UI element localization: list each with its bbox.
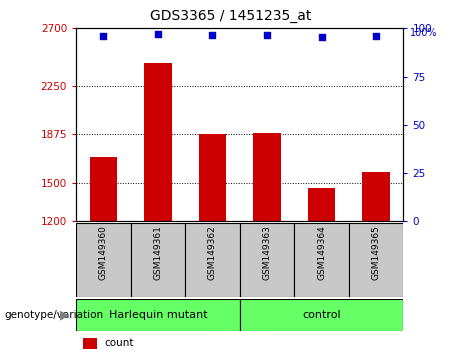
Bar <box>362 172 390 221</box>
Point <box>209 32 216 38</box>
Bar <box>199 134 226 221</box>
Text: 100%: 100% <box>410 28 437 38</box>
Bar <box>76 223 130 297</box>
Text: GSM149363: GSM149363 <box>262 225 272 280</box>
Bar <box>240 223 294 297</box>
Text: GSM149360: GSM149360 <box>99 225 108 280</box>
Bar <box>308 188 335 221</box>
Text: ▶: ▶ <box>59 309 69 321</box>
Bar <box>130 223 185 297</box>
Bar <box>240 299 403 331</box>
Point <box>263 32 271 38</box>
Bar <box>185 223 240 297</box>
Text: GSM149361: GSM149361 <box>154 225 162 280</box>
Point <box>100 33 107 39</box>
Text: GDS3365 / 1451235_at: GDS3365 / 1451235_at <box>150 9 311 23</box>
Bar <box>294 223 349 297</box>
Bar <box>144 63 171 221</box>
Bar <box>83 338 97 349</box>
Text: genotype/variation: genotype/variation <box>5 310 104 320</box>
Bar <box>254 133 281 221</box>
Point <box>318 34 325 40</box>
Point <box>154 31 162 37</box>
Bar <box>349 223 403 297</box>
Bar <box>90 157 117 221</box>
Text: count: count <box>104 338 133 348</box>
Text: GSM149362: GSM149362 <box>208 225 217 280</box>
Text: control: control <box>302 310 341 320</box>
Bar <box>76 299 240 331</box>
Text: GSM149364: GSM149364 <box>317 225 326 280</box>
Point <box>372 33 380 39</box>
Text: GSM149365: GSM149365 <box>372 225 381 280</box>
Text: Harlequin mutant: Harlequin mutant <box>109 310 207 320</box>
